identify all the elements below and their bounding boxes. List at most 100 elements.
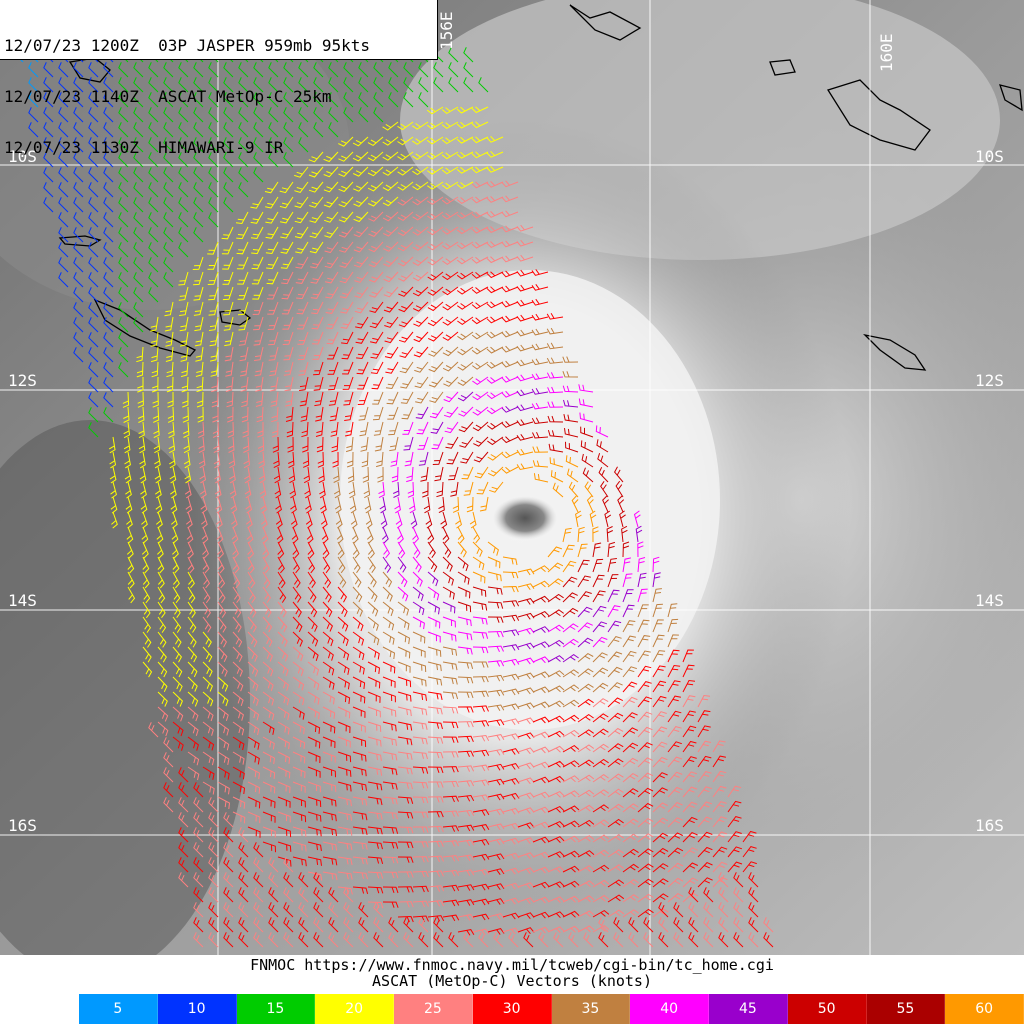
wind-barb	[322, 736, 336, 749]
wind-barb	[238, 857, 249, 873]
wind-barb	[718, 887, 729, 903]
coastline-vanuatu-north	[827, 79, 931, 151]
wind-barb	[148, 77, 159, 93]
wind-barb	[562, 760, 580, 768]
wind-barb	[622, 772, 639, 783]
wind-barb	[294, 181, 309, 193]
wind-barb	[272, 436, 279, 453]
wind-barb	[232, 811, 246, 824]
wind-barb	[397, 181, 414, 191]
wind-barb	[253, 932, 264, 948]
wind-barb	[712, 861, 728, 873]
wind-barb	[532, 746, 550, 754]
wind-barb	[712, 801, 727, 813]
wind-barb	[28, 107, 39, 123]
wind-barb	[231, 526, 239, 544]
wind-barb	[397, 166, 414, 176]
wind-barb	[268, 887, 279, 903]
wind-barb	[457, 661, 474, 670]
wind-barb	[367, 601, 379, 617]
wind-barb	[255, 391, 264, 407]
grid-labels: 10S 10S 12S 12S 14S 14S 16S 16S 156E 160…	[8, 11, 1004, 835]
wind-barb	[367, 736, 382, 747]
wind-barb	[163, 737, 174, 753]
wind-barb	[592, 621, 608, 633]
wind-barb	[562, 653, 579, 663]
wind-barb	[652, 726, 668, 738]
lon-label-160e: 160E	[877, 33, 896, 72]
wind-barb	[457, 899, 475, 906]
wind-barb	[598, 466, 609, 483]
wind-barb	[164, 301, 174, 317]
wind-barb	[577, 683, 594, 693]
wind-barb	[367, 706, 381, 718]
wind-barb	[562, 820, 580, 828]
wind-barb	[532, 821, 550, 829]
wind-barb	[382, 691, 396, 703]
wind-barb	[236, 256, 249, 270]
wind-barb	[373, 107, 384, 123]
wind-barb	[290, 496, 297, 514]
wind-barb	[250, 226, 264, 240]
lat-label-14s-right: 14S	[975, 591, 1004, 610]
wind-barb	[277, 751, 291, 764]
wind-barb	[427, 571, 439, 587]
wind-barb	[298, 361, 309, 376]
wind-barb	[607, 541, 616, 558]
wind-barb	[172, 556, 180, 574]
wind-barb	[471, 346, 489, 355]
wind-barb	[349, 496, 357, 514]
wind-barb	[283, 872, 294, 888]
wind-barb	[427, 241, 444, 251]
wind-barb	[307, 601, 318, 618]
wind-barb	[562, 592, 578, 603]
wind-barb	[157, 571, 165, 589]
wind-barb	[532, 611, 550, 618]
wind-barb	[337, 706, 351, 719]
wind-barb	[637, 681, 652, 693]
wind-barb	[444, 421, 459, 434]
wind-barb	[682, 862, 699, 873]
wind-barb	[208, 842, 219, 858]
wind-barb	[170, 511, 178, 529]
wind-barb	[502, 703, 520, 711]
wind-barb	[247, 616, 257, 633]
wind-barb	[118, 362, 129, 378]
wind-barb	[426, 136, 444, 145]
wind-barb	[382, 871, 399, 879]
wind-barb	[307, 631, 319, 647]
wind-barb	[487, 466, 504, 477]
wind-barb	[43, 62, 54, 78]
wind-barb	[337, 616, 349, 632]
wind-barb	[127, 571, 135, 589]
wind-barb	[400, 376, 414, 389]
wind-barb	[382, 571, 393, 588]
wind-barb	[457, 646, 473, 655]
wind-barb	[277, 556, 285, 574]
wind-barb	[352, 556, 361, 574]
wind-barb	[365, 511, 373, 529]
wind-barb	[307, 841, 322, 852]
wind-barb	[637, 572, 647, 588]
wind-barb	[562, 714, 580, 723]
wind-barb	[307, 751, 321, 764]
wind-barb	[88, 242, 99, 258]
wind-barb	[322, 691, 335, 705]
wind-barb	[344, 406, 354, 421]
wind-barb	[637, 878, 654, 888]
wind-barb	[457, 721, 474, 728]
wind-barb	[486, 301, 504, 309]
wind-barb	[748, 887, 759, 903]
wind-barb	[457, 765, 475, 772]
wind-barb	[516, 299, 534, 307]
wind-barb	[337, 601, 348, 618]
wind-barb	[382, 136, 399, 146]
wind-barb	[322, 796, 337, 807]
wind-barb	[247, 751, 260, 765]
wind-barb	[682, 710, 696, 723]
wind-barb	[487, 808, 505, 816]
wind-barb	[604, 510, 612, 528]
wind-barb	[202, 586, 211, 604]
wind-barb	[247, 721, 260, 736]
wind-barb	[397, 721, 413, 731]
